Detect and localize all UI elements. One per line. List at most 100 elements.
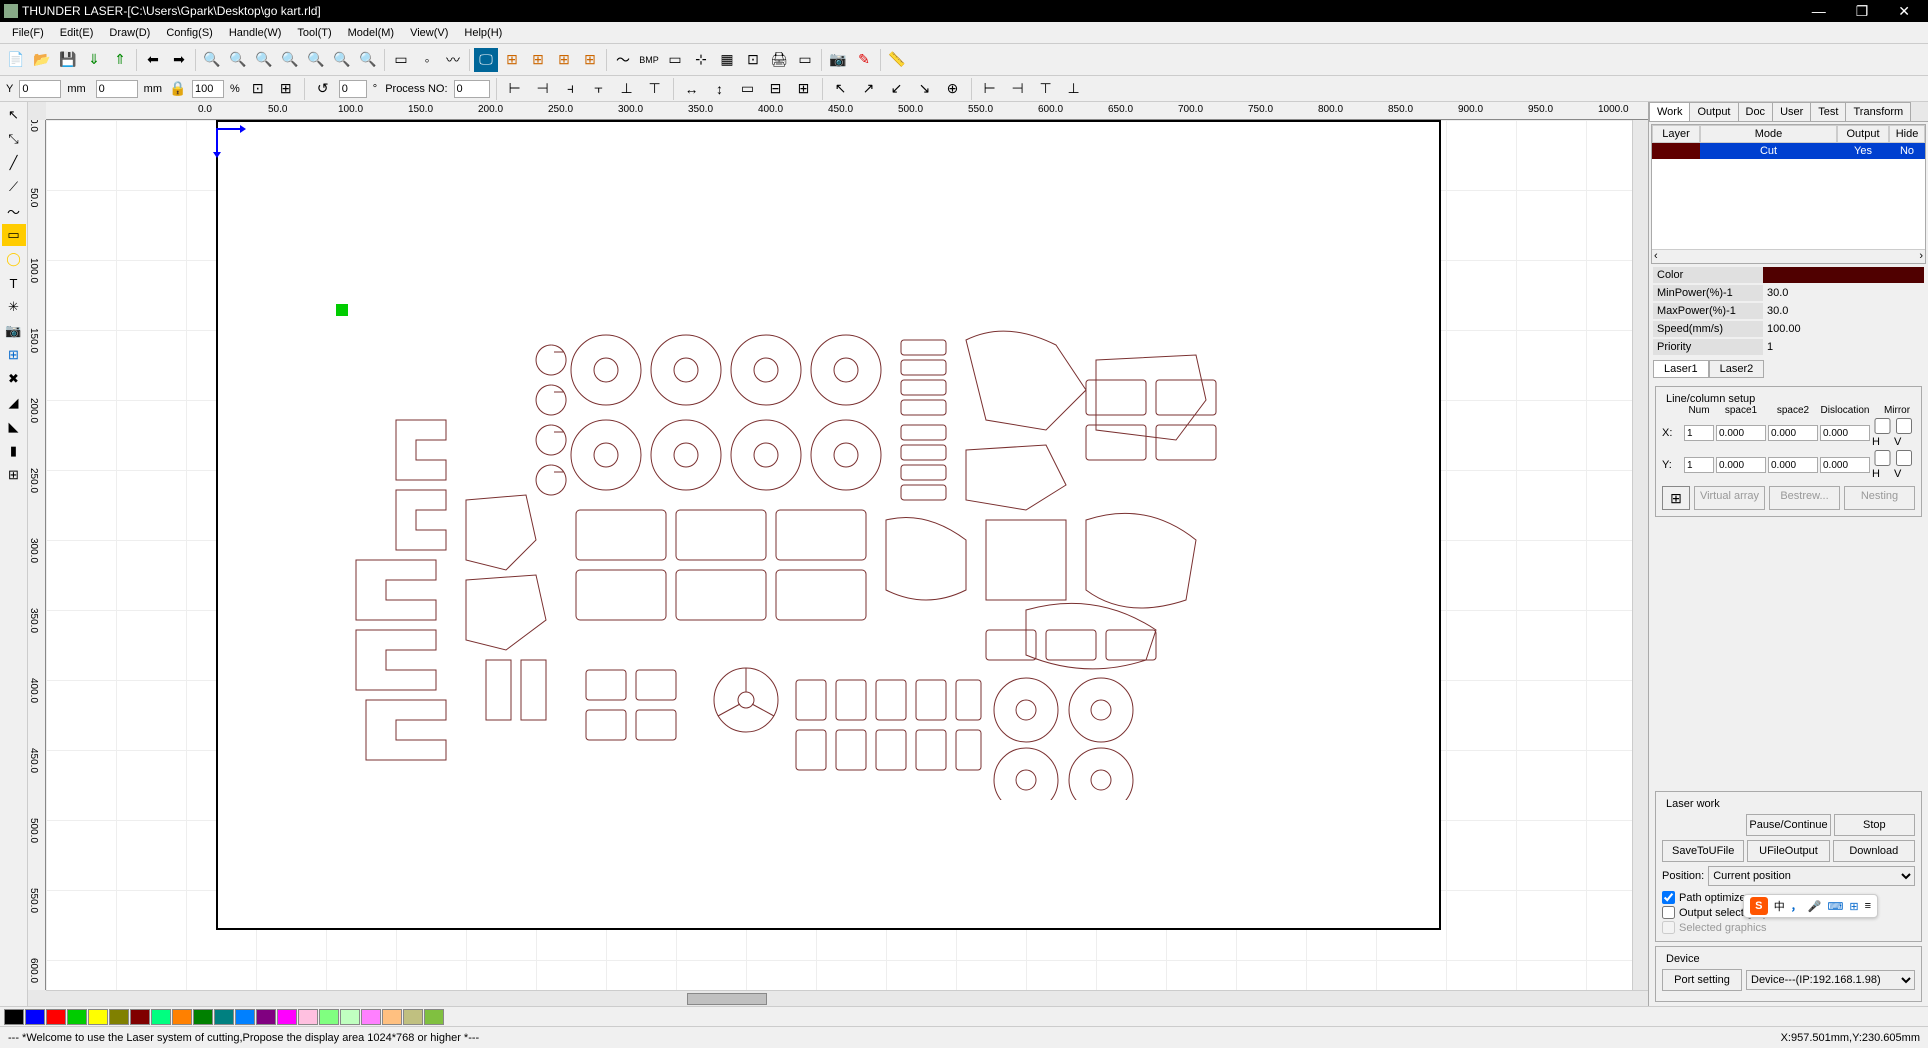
palette-color[interactable]	[4, 1009, 24, 1025]
rotate-ccw-button[interactable]: ↺	[311, 77, 335, 101]
node-tool[interactable]: ⤡	[2, 128, 26, 150]
menu-edit[interactable]: Edit(E)	[52, 25, 102, 41]
palette-color[interactable]	[151, 1009, 171, 1025]
layer-row[interactable]: Cut Yes No	[1652, 143, 1925, 159]
zoom-sel-button[interactable]: 🔍	[278, 48, 302, 72]
tab-doc[interactable]: Doc	[1738, 102, 1774, 121]
prop-priority[interactable]: 1	[1763, 339, 1924, 355]
mirror-v-tool[interactable]: ◣	[2, 416, 26, 438]
nesting-button[interactable]: Nesting	[1844, 486, 1915, 510]
menu-model[interactable]: Model(M)	[340, 25, 402, 41]
palette-color[interactable]	[256, 1009, 276, 1025]
palette-color[interactable]	[382, 1009, 402, 1025]
same-h-button[interactable]: ⊟	[764, 77, 788, 101]
array-y-dis[interactable]	[1820, 457, 1870, 473]
prop-color-swatch[interactable]	[1763, 267, 1924, 283]
aspect-lock-button[interactable]: 🔒	[168, 79, 188, 99]
menu-file[interactable]: File(F)	[4, 25, 52, 41]
tab-work[interactable]: Work	[1649, 102, 1690, 121]
align-c-button[interactable]: ⊣	[531, 77, 555, 101]
ellipse-tool[interactable]: ◯	[2, 248, 26, 270]
save-ufile-button[interactable]: SaveToUFile	[1662, 840, 1744, 862]
redo-button[interactable]: ➡	[167, 48, 191, 72]
ime-lang[interactable]: 中	[1774, 898, 1785, 914]
array3-button[interactable]: ⊞	[552, 48, 576, 72]
process-input[interactable]	[454, 80, 490, 98]
text-tool[interactable]: T	[2, 272, 26, 294]
tab-laser1[interactable]: Laser1	[1653, 360, 1709, 378]
ime-menu-icon[interactable]: ≡	[1865, 900, 1871, 912]
corner-tl-button[interactable]: ↖	[829, 77, 853, 101]
array-x-s1[interactable]	[1716, 425, 1766, 441]
scroll-thumb[interactable]	[687, 993, 767, 1005]
prop-minpower[interactable]: 30.0	[1763, 285, 1924, 301]
ime-keyboard-icon[interactable]: ⌨	[1827, 900, 1843, 913]
import-button[interactable]: ⇓	[82, 48, 106, 72]
array-x-num[interactable]	[1684, 425, 1714, 441]
bezier-tool[interactable]: 〜	[2, 200, 26, 222]
y-input[interactable]	[19, 80, 61, 98]
same-size-button[interactable]: ⊞	[792, 77, 816, 101]
palette-color[interactable]	[130, 1009, 150, 1025]
new-button[interactable]: 📄	[4, 48, 28, 72]
tab-laser2[interactable]: Laser2	[1709, 360, 1765, 378]
delete-tool[interactable]: ✖	[2, 368, 26, 390]
export-button[interactable]: ⇑	[108, 48, 132, 72]
corner-bl-button[interactable]: ↙	[885, 77, 909, 101]
array-y-s1[interactable]	[1716, 457, 1766, 473]
menu-config[interactable]: Config(S)	[158, 25, 220, 41]
download-button[interactable]: Download	[1833, 840, 1915, 862]
virtual-array-button[interactable]: Virtual array	[1694, 486, 1765, 510]
flip-v-button[interactable]: ⊣	[1006, 77, 1030, 101]
sim6-button[interactable]: ⊡	[741, 48, 765, 72]
center-button[interactable]: ⊕	[941, 77, 965, 101]
zoom-fit-button[interactable]: 🔍	[252, 48, 276, 72]
camera-button[interactable]: 📷	[826, 48, 850, 72]
palette-color[interactable]	[424, 1009, 444, 1025]
palette-color[interactable]	[172, 1009, 192, 1025]
tab-transform[interactable]: Transform	[1845, 102, 1911, 121]
rot-input[interactable]	[339, 80, 367, 98]
array-y-num[interactable]	[1684, 457, 1714, 473]
open-button[interactable]: 📂	[30, 48, 54, 72]
align-m-button[interactable]: ⊥	[615, 77, 639, 101]
array-x-v[interactable]	[1894, 418, 1914, 434]
palette-color[interactable]	[25, 1009, 45, 1025]
h-input[interactable]	[96, 80, 138, 98]
menu-handle[interactable]: Handle(W)	[221, 25, 290, 41]
array-y-s2[interactable]	[1768, 457, 1818, 473]
undo-button[interactable]: ⬅	[141, 48, 165, 72]
tab-test[interactable]: Test	[1810, 102, 1846, 121]
array-y-h[interactable]	[1872, 450, 1893, 466]
prop-speed[interactable]: 100.00	[1763, 321, 1924, 337]
palette-color[interactable]	[193, 1009, 213, 1025]
palette-color[interactable]	[214, 1009, 234, 1025]
array-y-v[interactable]	[1894, 450, 1914, 466]
layer-scrollbar[interactable]: ‹›	[1652, 249, 1925, 263]
menu-view[interactable]: View(V)	[402, 25, 456, 41]
print-button[interactable]: 🖨	[767, 48, 791, 72]
same-w-button[interactable]: ▭	[736, 77, 760, 101]
align-l-button[interactable]: ⊢	[503, 77, 527, 101]
palette-color[interactable]	[340, 1009, 360, 1025]
ime-mic-icon[interactable]: 🎤	[1808, 900, 1822, 913]
prop-maxpower[interactable]: 30.0	[1763, 303, 1924, 319]
bmp-button[interactable]: BMP	[637, 48, 661, 72]
rot180-button[interactable]: ⊥	[1062, 77, 1086, 101]
monitor-button[interactable]: 🖵	[474, 48, 498, 72]
align-t-button[interactable]: ⫟	[587, 77, 611, 101]
scale1-button[interactable]: ⊡	[246, 77, 270, 101]
zoom-all-button[interactable]: 🔍	[304, 48, 328, 72]
rect-sel-button[interactable]: ▭	[389, 48, 413, 72]
scale2-button[interactable]: ⊞	[274, 77, 298, 101]
palette-color[interactable]	[361, 1009, 381, 1025]
scrollbar-vertical[interactable]	[1632, 120, 1648, 990]
palette-color[interactable]	[46, 1009, 66, 1025]
menu-draw[interactable]: Draw(D)	[101, 25, 158, 41]
pct-input[interactable]	[192, 80, 224, 98]
canvas[interactable]	[46, 120, 1632, 990]
minimize-button[interactable]: —	[1806, 3, 1832, 20]
layer-tool[interactable]: ▮	[2, 440, 26, 462]
palette-color[interactable]	[67, 1009, 87, 1025]
array-x-h[interactable]	[1872, 418, 1893, 434]
